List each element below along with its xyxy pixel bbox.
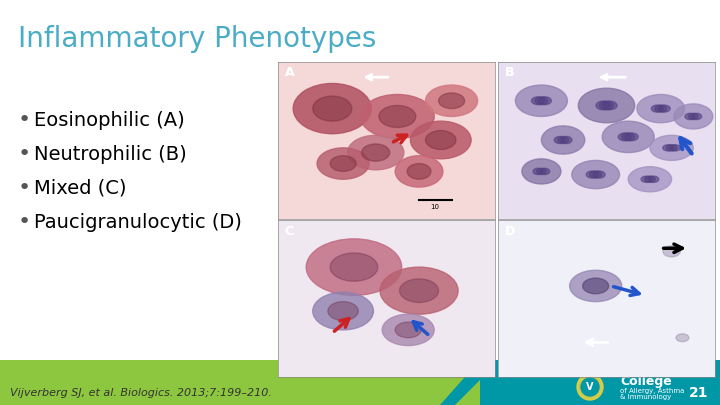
Ellipse shape xyxy=(650,135,693,160)
Ellipse shape xyxy=(570,270,621,302)
Ellipse shape xyxy=(330,156,356,171)
Text: A: A xyxy=(284,66,294,79)
Ellipse shape xyxy=(400,279,438,303)
Ellipse shape xyxy=(586,171,598,178)
Ellipse shape xyxy=(582,278,608,294)
Ellipse shape xyxy=(663,246,680,257)
Text: B: B xyxy=(505,66,514,79)
Ellipse shape xyxy=(293,83,372,134)
Ellipse shape xyxy=(348,135,404,170)
Ellipse shape xyxy=(692,113,702,119)
Ellipse shape xyxy=(554,136,565,143)
Ellipse shape xyxy=(652,105,663,112)
Text: Neutrophilic (B): Neutrophilic (B) xyxy=(34,145,186,164)
Ellipse shape xyxy=(688,113,698,119)
Ellipse shape xyxy=(621,133,635,141)
Text: Mixed (C): Mixed (C) xyxy=(34,179,127,198)
Ellipse shape xyxy=(600,101,613,110)
Ellipse shape xyxy=(361,94,434,139)
Text: •: • xyxy=(18,110,31,130)
Text: Eosinophilic (A): Eosinophilic (A) xyxy=(34,111,185,130)
Ellipse shape xyxy=(593,171,605,178)
Ellipse shape xyxy=(637,94,685,123)
Ellipse shape xyxy=(541,126,585,154)
Ellipse shape xyxy=(426,85,477,117)
Ellipse shape xyxy=(578,88,635,123)
Ellipse shape xyxy=(603,101,617,110)
Text: C: C xyxy=(284,225,294,238)
Ellipse shape xyxy=(561,136,572,143)
Ellipse shape xyxy=(674,104,713,129)
Ellipse shape xyxy=(666,145,677,151)
Ellipse shape xyxy=(531,97,544,104)
Circle shape xyxy=(581,378,599,396)
Polygon shape xyxy=(440,360,500,405)
Ellipse shape xyxy=(312,292,374,330)
Text: Inflammatory Phenotypes: Inflammatory Phenotypes xyxy=(18,25,377,53)
Ellipse shape xyxy=(658,105,670,112)
Ellipse shape xyxy=(628,167,672,192)
Ellipse shape xyxy=(312,96,352,121)
Ellipse shape xyxy=(535,97,548,104)
Ellipse shape xyxy=(648,176,659,182)
Ellipse shape xyxy=(685,113,695,119)
Ellipse shape xyxy=(522,159,561,184)
Ellipse shape xyxy=(558,136,569,143)
Bar xyxy=(0,360,480,405)
Text: C: C xyxy=(284,225,294,238)
Ellipse shape xyxy=(426,130,456,149)
Ellipse shape xyxy=(625,133,638,141)
Ellipse shape xyxy=(644,176,655,182)
Ellipse shape xyxy=(676,334,689,342)
Ellipse shape xyxy=(438,93,464,109)
Ellipse shape xyxy=(361,144,390,161)
Ellipse shape xyxy=(382,314,434,345)
Ellipse shape xyxy=(395,156,443,187)
Text: •: • xyxy=(18,212,31,232)
Ellipse shape xyxy=(654,105,667,112)
Ellipse shape xyxy=(407,164,431,179)
Text: Vijverberg SJ, et al. Biologics. 2013;7:199–210.: Vijverberg SJ, et al. Biologics. 2013;7:… xyxy=(10,388,272,398)
Ellipse shape xyxy=(618,133,631,141)
Text: •: • xyxy=(18,178,31,198)
Text: & Immunology: & Immunology xyxy=(620,394,671,400)
Ellipse shape xyxy=(410,121,471,159)
Text: College: College xyxy=(620,375,672,388)
Text: Paucigranulocytic (D): Paucigranulocytic (D) xyxy=(34,213,242,232)
Ellipse shape xyxy=(539,97,552,104)
Ellipse shape xyxy=(317,148,369,179)
Ellipse shape xyxy=(602,121,654,153)
Ellipse shape xyxy=(379,105,415,128)
Ellipse shape xyxy=(380,267,458,314)
Text: 21: 21 xyxy=(688,386,708,400)
Text: American: American xyxy=(583,372,616,378)
Ellipse shape xyxy=(306,239,402,295)
Text: B: B xyxy=(505,66,514,79)
Ellipse shape xyxy=(533,168,543,175)
Ellipse shape xyxy=(596,101,610,110)
Ellipse shape xyxy=(395,322,421,338)
Ellipse shape xyxy=(590,171,602,178)
Ellipse shape xyxy=(572,160,619,189)
Ellipse shape xyxy=(540,168,550,175)
Ellipse shape xyxy=(536,168,546,175)
Text: D: D xyxy=(505,225,515,238)
Ellipse shape xyxy=(516,85,567,117)
Ellipse shape xyxy=(670,145,680,151)
Ellipse shape xyxy=(641,176,652,182)
Text: 10: 10 xyxy=(430,205,438,210)
Text: of Allergy, Asthma: of Allergy, Asthma xyxy=(620,388,685,394)
Ellipse shape xyxy=(330,253,378,281)
Circle shape xyxy=(577,374,603,400)
Ellipse shape xyxy=(662,145,673,151)
Bar xyxy=(480,360,720,405)
Text: •: • xyxy=(18,144,31,164)
Text: A: A xyxy=(284,66,294,79)
Ellipse shape xyxy=(328,302,359,320)
Text: D: D xyxy=(505,225,515,238)
Text: V: V xyxy=(586,382,594,392)
